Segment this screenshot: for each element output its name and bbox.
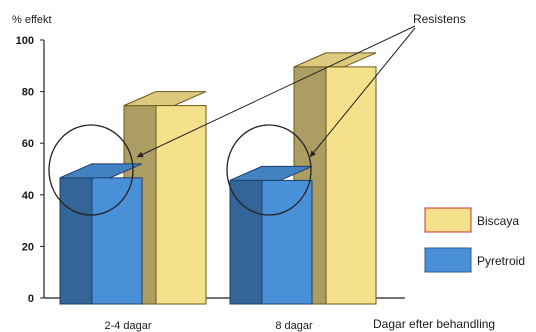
bars (59, 52, 377, 305)
resistance-circles (48, 124, 312, 216)
y-tick-label-20: 20 (22, 241, 34, 253)
y-tick-label-0: 0 (28, 293, 34, 305)
legend-swatch-pyretroid (424, 247, 472, 273)
bar-pyretroid-1 (261, 179, 313, 305)
y-axis-label: % effekt (12, 14, 52, 26)
bar-top-biscaya-0 (123, 91, 207, 107)
resistance-circle-0 (48, 124, 134, 216)
legend-label-biscaya: Biscaya (477, 214, 519, 228)
legend: Biscaya Pyretroid (424, 207, 525, 273)
category-label-0: 2-4 dagar (104, 320, 151, 332)
annotation-arrow-0 (136, 25, 416, 158)
y-ticks: 0 20 40 60 80 100 (16, 35, 44, 305)
resistance-circle-1 (226, 124, 312, 216)
bar-side-pyretroid-0 (59, 163, 93, 305)
bar-biscaya-1 (325, 66, 377, 305)
legend-swatch-biscaya (424, 207, 472, 233)
bar-pyretroid-0 (91, 177, 143, 305)
annotation-arrows (136, 25, 416, 158)
y-tick-label-100: 100 (16, 35, 34, 47)
y-tick-label-60: 60 (22, 138, 34, 150)
annotation-arrow-1 (309, 27, 416, 158)
x-axis-label: Dagar efter behandling (373, 317, 495, 331)
y-tick-label-40: 40 (22, 190, 34, 202)
category-label-1: 8 dagar (275, 320, 313, 332)
bar-top-biscaya-1 (293, 52, 377, 68)
legend-label-pyretroid: Pyretroid (477, 254, 525, 268)
bar-side-pyretroid-1 (229, 165, 263, 305)
y-tick-label-80: 80 (22, 87, 34, 99)
annotation-label: Resistens (413, 12, 466, 26)
bar-biscaya-0 (155, 105, 207, 305)
